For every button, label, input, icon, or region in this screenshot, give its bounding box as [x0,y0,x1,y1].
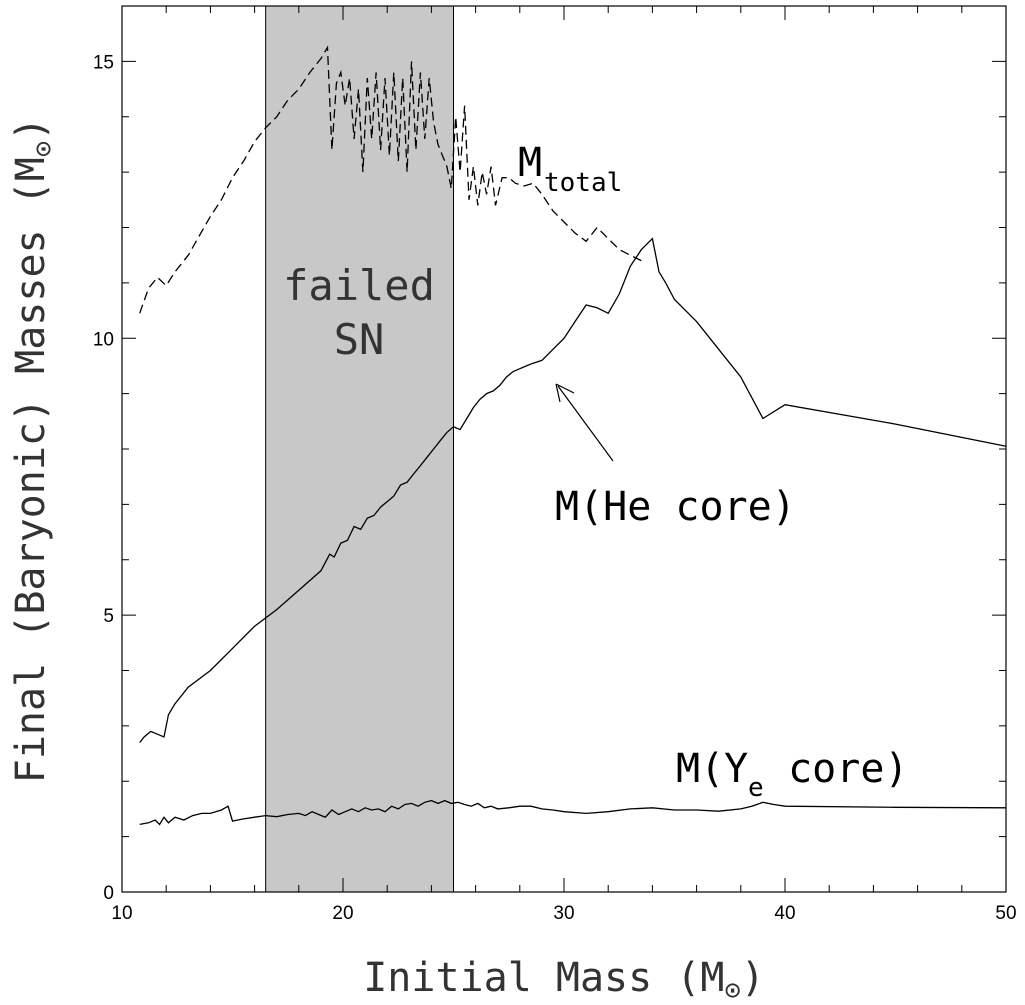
y-axis-title-text: Final (Baryonic) Masses (M [8,157,54,783]
y-axis-title-close: ) [8,117,54,141]
x-axis-title-close: ) [741,955,765,1001]
x-tick-label: 10 [111,903,132,924]
failed-sn-band [265,5,454,893]
band-label-failed: failed [283,261,435,310]
series-line-1 [139,45,642,314]
x-axis-title-text: Initial Mass (M [363,955,724,1001]
y-tick-label: 10 [93,329,114,350]
x-tick-label: 20 [332,903,353,924]
band-label-sn: SN [334,315,385,364]
annotation-mtotal-sub: total [544,168,622,198]
annotation-mtotal-main: M [518,140,542,186]
x-axis-title: Initial Mass (M⊙) [363,955,765,1005]
y-axis-sun-symbol: ⊙ [28,141,59,157]
y-tick-label: 5 [103,606,114,627]
y-tick-label: 15 [93,52,114,73]
x-axis-sun-symbol: ⊙ [724,975,740,1005]
band-label-group: failed SN [283,261,435,364]
y-axis-title: Final (Baryonic) Masses (M⊙) [8,117,59,784]
annotation-ye-sub: e [748,773,764,803]
annotation-ye-post: core) [764,746,909,792]
x-tick-label: 50 [995,903,1016,924]
ticks-layer: 10 20 30 40 50 0 5 10 15 [93,5,1017,924]
x-tick-label: 40 [774,903,795,924]
annotation-mtotal: M total [518,140,622,198]
y-tick-label: 0 [103,883,114,904]
annotation-ye-pre: M(Y [676,746,748,792]
annotation-he-core: M(He core) [555,484,796,530]
annotation-he-arrow-shaft [557,385,614,462]
x-tick-label: 30 [553,903,574,924]
series-line-2 [139,237,1007,743]
annotation-he-arrow-head [555,383,575,403]
series-layer [139,45,1007,826]
series-line-3 [139,799,1007,826]
annotation-ye-core: M(Y e core) [676,746,909,803]
